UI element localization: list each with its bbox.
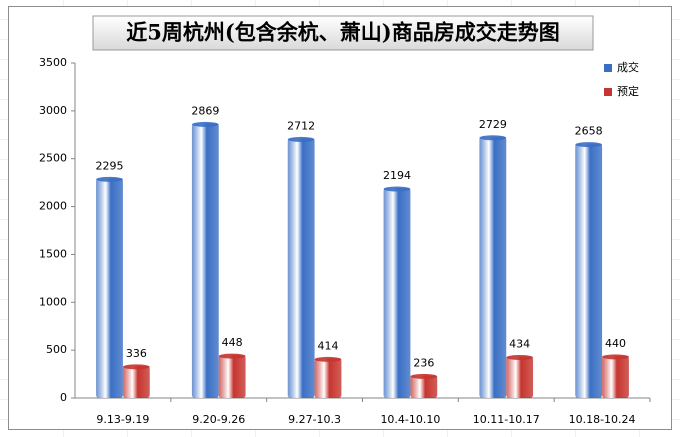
y-tick-label: 2500 xyxy=(39,152,67,165)
bar-top xyxy=(602,354,629,360)
x-tick-label: 9.27-10.3 xyxy=(288,413,341,426)
bar-top xyxy=(287,136,315,142)
data-label: 2712 xyxy=(287,119,315,132)
bar xyxy=(602,355,629,398)
y-tick-label: 0 xyxy=(60,391,67,404)
bar-top xyxy=(218,353,246,359)
data-label: 2729 xyxy=(479,118,507,131)
bar xyxy=(287,138,315,398)
bar xyxy=(191,123,219,398)
data-label: 2194 xyxy=(383,169,411,182)
x-tick-label: 10.11-10.17 xyxy=(473,413,540,426)
bar-top xyxy=(314,356,342,362)
data-label: 434 xyxy=(509,337,530,350)
title-box xyxy=(92,15,594,51)
bar-top xyxy=(191,121,219,127)
chart-title: 近5周杭州(包含余杭、萧山)商品房成交走势图 xyxy=(126,20,559,45)
bar xyxy=(506,356,534,398)
bar xyxy=(479,136,507,398)
y-tick-label: 500 xyxy=(46,343,67,356)
data-label: 440 xyxy=(605,337,626,350)
legend-label: 成交 xyxy=(617,60,639,74)
legend-swatch xyxy=(604,88,612,96)
data-label: 2658 xyxy=(575,125,603,138)
data-label: 448 xyxy=(222,336,243,349)
bar xyxy=(218,355,246,398)
bar xyxy=(122,365,150,398)
data-label: 236 xyxy=(413,356,434,369)
bar xyxy=(314,358,342,398)
bar-top xyxy=(96,176,123,182)
bar-top xyxy=(122,364,150,370)
data-label: 2295 xyxy=(96,159,124,172)
y-tick-label: 1000 xyxy=(39,295,67,308)
bar-top xyxy=(506,354,534,360)
bar-top xyxy=(410,373,438,379)
x-tick-label: 10.4-10.10 xyxy=(380,413,440,426)
y-tick-label: 2000 xyxy=(39,200,67,213)
bar-top xyxy=(383,186,411,192)
data-label: 336 xyxy=(126,347,147,360)
x-tick-label: 9.13-9.19 xyxy=(96,413,149,426)
data-label: 414 xyxy=(318,339,339,352)
y-tick-label: 3000 xyxy=(39,104,67,117)
bar-top xyxy=(575,142,603,148)
y-tick-label: 1500 xyxy=(39,247,67,260)
data-label: 2869 xyxy=(191,104,219,117)
bar-top xyxy=(479,135,507,141)
bar xyxy=(383,188,411,398)
legend-swatch xyxy=(604,64,612,72)
y-tick-label: 3500 xyxy=(39,56,67,69)
bar xyxy=(575,143,603,398)
bar xyxy=(410,375,438,398)
bar xyxy=(96,178,123,398)
legend-label: 预定 xyxy=(617,84,639,98)
x-tick-label: 9.20-9.26 xyxy=(192,413,245,426)
x-tick-label: 10.18-10.24 xyxy=(569,413,636,426)
